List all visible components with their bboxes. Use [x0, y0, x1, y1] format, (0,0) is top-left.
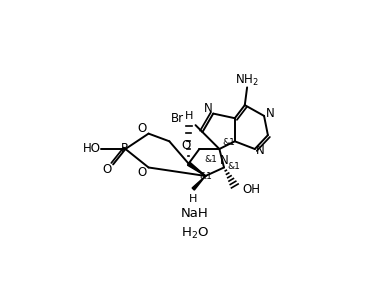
Text: O: O [102, 163, 112, 175]
Text: &1: &1 [200, 172, 212, 181]
Text: O: O [138, 166, 147, 179]
Text: H: H [184, 110, 193, 121]
Text: N: N [256, 144, 265, 157]
Text: Br: Br [171, 112, 184, 125]
Text: N: N [220, 154, 229, 167]
Text: &1: &1 [205, 154, 218, 164]
Text: NH$_2$: NH$_2$ [235, 73, 259, 88]
Polygon shape [187, 162, 206, 176]
Text: H$_2$O: H$_2$O [181, 226, 209, 241]
Text: NaH: NaH [181, 207, 209, 220]
Text: H: H [189, 194, 197, 204]
Text: OH: OH [242, 182, 261, 196]
Text: O: O [138, 122, 147, 135]
Text: HO: HO [82, 142, 101, 156]
Text: N: N [204, 102, 213, 115]
Text: &1: &1 [227, 162, 240, 171]
Text: &1: &1 [222, 138, 235, 147]
Polygon shape [192, 176, 206, 190]
Text: P: P [121, 142, 128, 156]
Text: O: O [182, 139, 191, 152]
Text: N: N [266, 107, 274, 120]
